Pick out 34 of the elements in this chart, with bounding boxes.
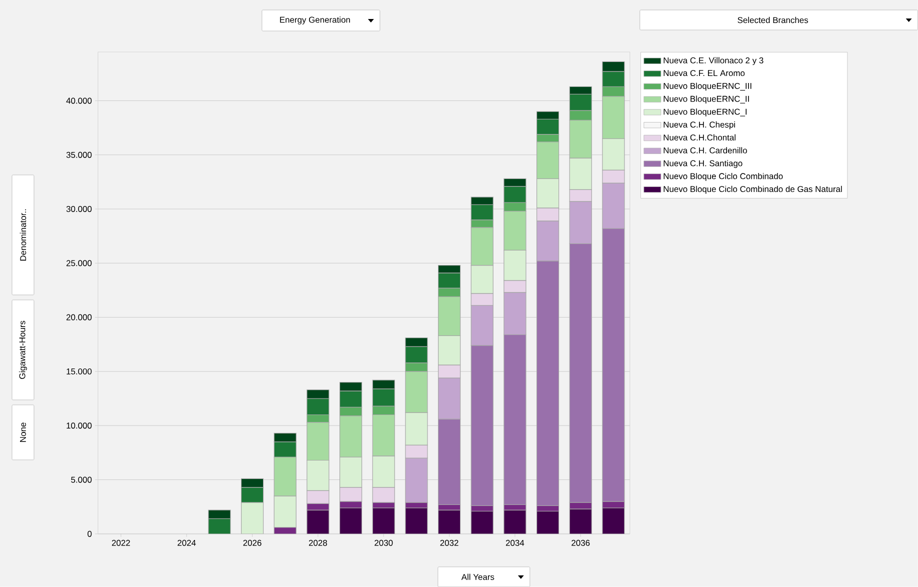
- y-tick-label: 5.000: [71, 476, 92, 483]
- text: Denominator..: [20, 209, 26, 261]
- x-tick-label: 2034: [506, 540, 524, 546]
- legend-label: Nuevo BloqueERNC_I: [664, 108, 747, 116]
- legend-label: Nueva C.E. Villonaco 2 y 3: [664, 57, 764, 66]
- x-tick-label: 2036: [572, 540, 590, 546]
- legend-label: Nuevo BloqueERNC_III: [664, 82, 752, 91]
- chart-title: Energy Generation: [280, 16, 350, 24]
- y-tick-label: 40.000: [66, 98, 92, 104]
- x-tick-label: 2026: [243, 540, 262, 546]
- legend-label: Nueva C.H. Chespi: [664, 121, 735, 130]
- y-tick-label: 30.000: [66, 206, 92, 212]
- x-tick-label: 2032: [440, 540, 458, 546]
- text: Selected Branches: [738, 16, 808, 24]
- y-tick-label: 25.000: [66, 260, 92, 266]
- x-tick-label: 2024: [178, 540, 196, 546]
- legend-label: Nuevo BloqueERNC_II: [664, 96, 749, 104]
- y-tick-label: 35.000: [66, 152, 92, 158]
- y-tick-label: 0: [88, 530, 92, 537]
- x-tick-label: 2028: [308, 540, 328, 546]
- x-tick-label: 2022: [112, 540, 130, 546]
- y-tick-label: 15.000: [66, 368, 92, 374]
- legend-label: Nueva C.H. Cardenillo: [664, 147, 747, 154]
- legend-label: Nueva C.H.Chontal: [664, 134, 736, 140]
- y-tick-label: 10.000: [66, 422, 92, 429]
- y-tick-label: 20.000: [66, 314, 92, 320]
- y-axis-title: Gigawatt-Hours: [19, 320, 27, 379]
- text: All Years: [461, 574, 494, 580]
- legend-label: Nuevo Bloque Ciclo Combinado: [664, 172, 783, 181]
- legend-label: Nuevo Bloque Ciclo Combinado de Gas Natural: [664, 186, 842, 194]
- legend-label: Nueva C.H. Santiago: [664, 160, 742, 168]
- text: None: [20, 422, 26, 442]
- x-tick-label: 2030: [374, 540, 393, 546]
- legend-label: Nueva C.F. EL Aromo: [664, 70, 745, 76]
